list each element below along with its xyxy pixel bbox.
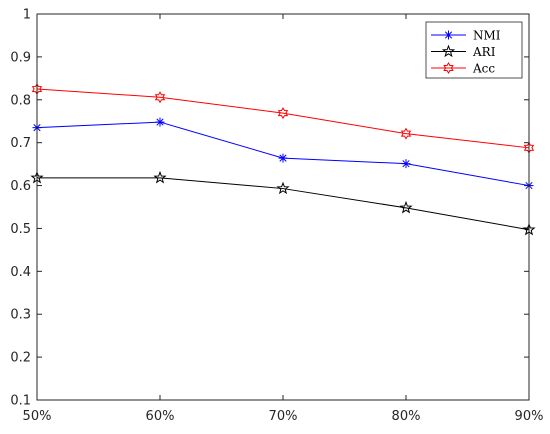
data-point-acc bbox=[400, 127, 412, 140]
data-point-ari bbox=[399, 200, 413, 214]
legend: NMI ARI Acc bbox=[425, 21, 523, 79]
data-point-nmi bbox=[155, 117, 165, 127]
legend-label-ari: ARI bbox=[472, 45, 496, 59]
y-tick-label: 0.7 bbox=[10, 136, 31, 151]
data-point-acc bbox=[277, 107, 289, 120]
legend-box bbox=[425, 21, 523, 79]
data-point-nmi bbox=[401, 159, 411, 169]
legend-marker-ari bbox=[441, 44, 456, 58]
legend-entry-acc: Acc bbox=[431, 62, 495, 76]
y-tick-label: 0.2 bbox=[10, 351, 31, 366]
legend-entry-ari: ARI bbox=[431, 44, 496, 59]
legend-marker-acc bbox=[443, 62, 454, 74]
data-point-ari bbox=[153, 170, 167, 184]
x-tick-label: 80% bbox=[392, 409, 421, 424]
data-point-ari bbox=[276, 181, 290, 195]
x-tick-label: 50% bbox=[23, 409, 52, 424]
series-line-ari bbox=[37, 177, 530, 231]
legend-label-nmi: NMI bbox=[473, 29, 501, 43]
y-tick-label: 0.5 bbox=[10, 222, 31, 237]
y-tick-label: 0.1 bbox=[10, 394, 31, 409]
y-tick-label: 0.4 bbox=[10, 265, 31, 280]
x-tick-label: 70% bbox=[269, 409, 298, 424]
legend-marker-nmi bbox=[444, 30, 453, 40]
data-point-acc bbox=[154, 91, 166, 104]
x-tick-label: 90% bbox=[515, 409, 544, 424]
plot-frame bbox=[36, 13, 530, 401]
x-tick-label: 60% bbox=[146, 409, 175, 424]
data-point-nmi bbox=[278, 153, 288, 163]
series-line-acc bbox=[36, 88, 530, 149]
legend-label-acc: Acc bbox=[472, 62, 495, 76]
y-tick-label: 0.3 bbox=[10, 308, 31, 323]
legend-entry-nmi: NMI bbox=[431, 29, 501, 43]
y-tick-label: 1 bbox=[23, 8, 31, 23]
y-tick-label: 0.9 bbox=[10, 50, 31, 65]
series-acc bbox=[31, 83, 535, 154]
y-tick-label: 0.8 bbox=[10, 93, 31, 108]
axis-ticks: 0.1 0.2 0.3 0.4 0.5 0.6 0.7 0.8 0.9 1 50% 60% 70% 80%… bbox=[10, 8, 543, 425]
y-tick-label: 0.6 bbox=[10, 179, 31, 194]
